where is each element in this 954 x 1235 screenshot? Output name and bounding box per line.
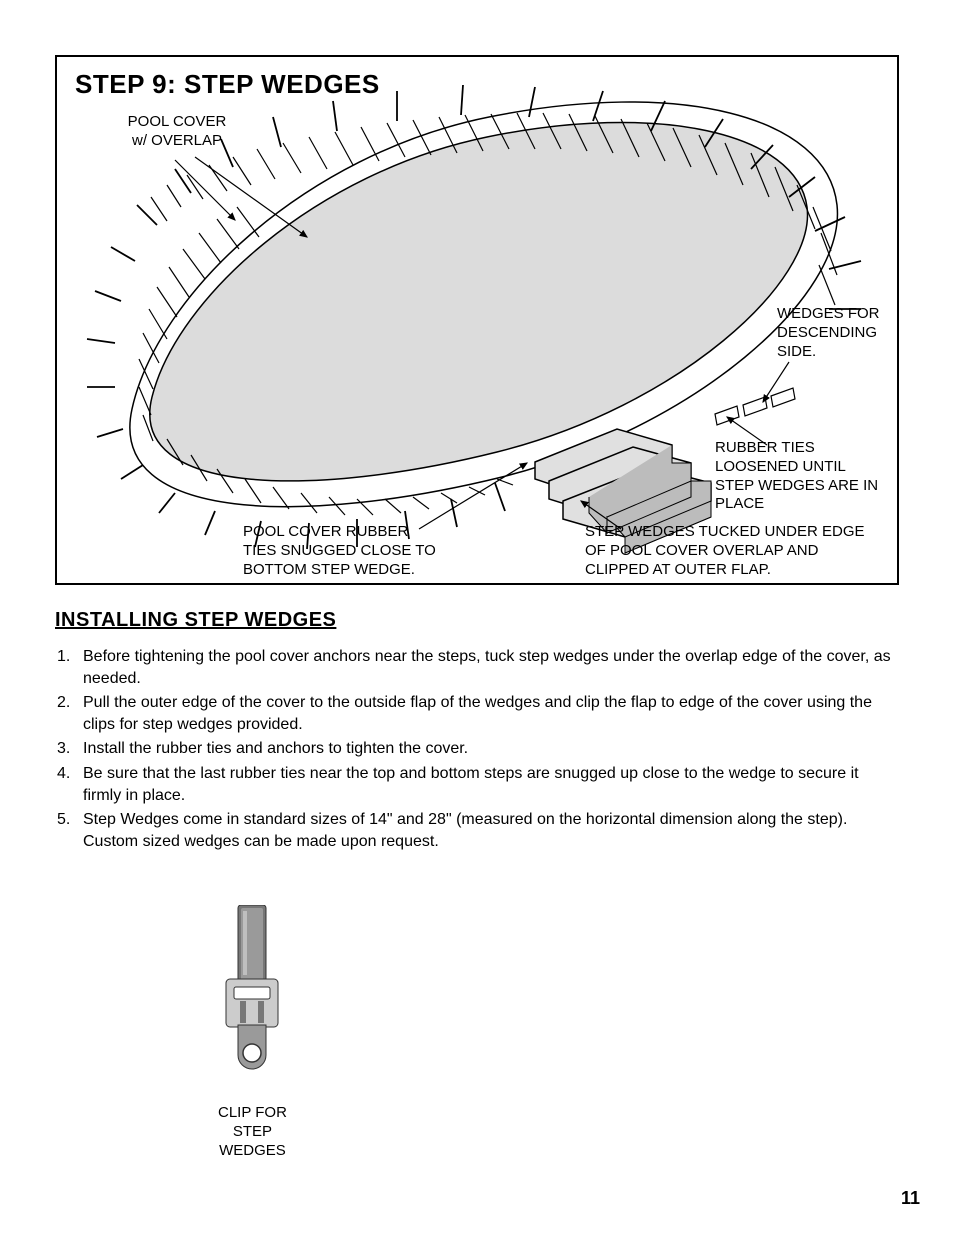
callout-wedges-descending: WEDGES FORDESCENDINGSIDE. (777, 305, 899, 361)
callout-step-wedges-tucked: STEP WEDGES TUCKED UNDER EDGEOF POOL COV… (585, 523, 865, 579)
instruction-item: Pull the outer edge of the cover to the … (55, 692, 899, 735)
instruction-item: Install the rubber ties and anchors to t… (55, 738, 899, 760)
callout-rubber-ties-loosened: RUBBER TIESLOOSENED UNTILSTEP WEDGES ARE… (715, 439, 899, 514)
callout-pool-cover-overlap: POOL COVERw/ OVERLAP (97, 113, 257, 151)
instruction-item: Step Wedges come in standard sizes of 14… (55, 809, 899, 852)
diagram-box: STEP 9: STEP WEDGES POOL COVERw/ OVERLAP… (55, 55, 899, 585)
clip-illustration (218, 905, 286, 1093)
instruction-item: Be sure that the last rubber ties near t… (55, 763, 899, 806)
section-heading: INSTALLING STEP WEDGES (55, 609, 899, 632)
clip-caption: CLIP FORSTEPWEDGES (218, 1104, 287, 1160)
instructions-list: Before tightening the pool cover anchors… (55, 646, 899, 852)
clip-figure: CLIP FORSTEPWEDGES (218, 905, 287, 1160)
callout-rubber-ties-snugged: POOL COVER RUBBERTIES SNUGGED CLOSE TOBO… (243, 523, 463, 579)
page-number: 11 (901, 1188, 920, 1209)
instruction-item: Before tightening the pool cover anchors… (55, 646, 899, 689)
